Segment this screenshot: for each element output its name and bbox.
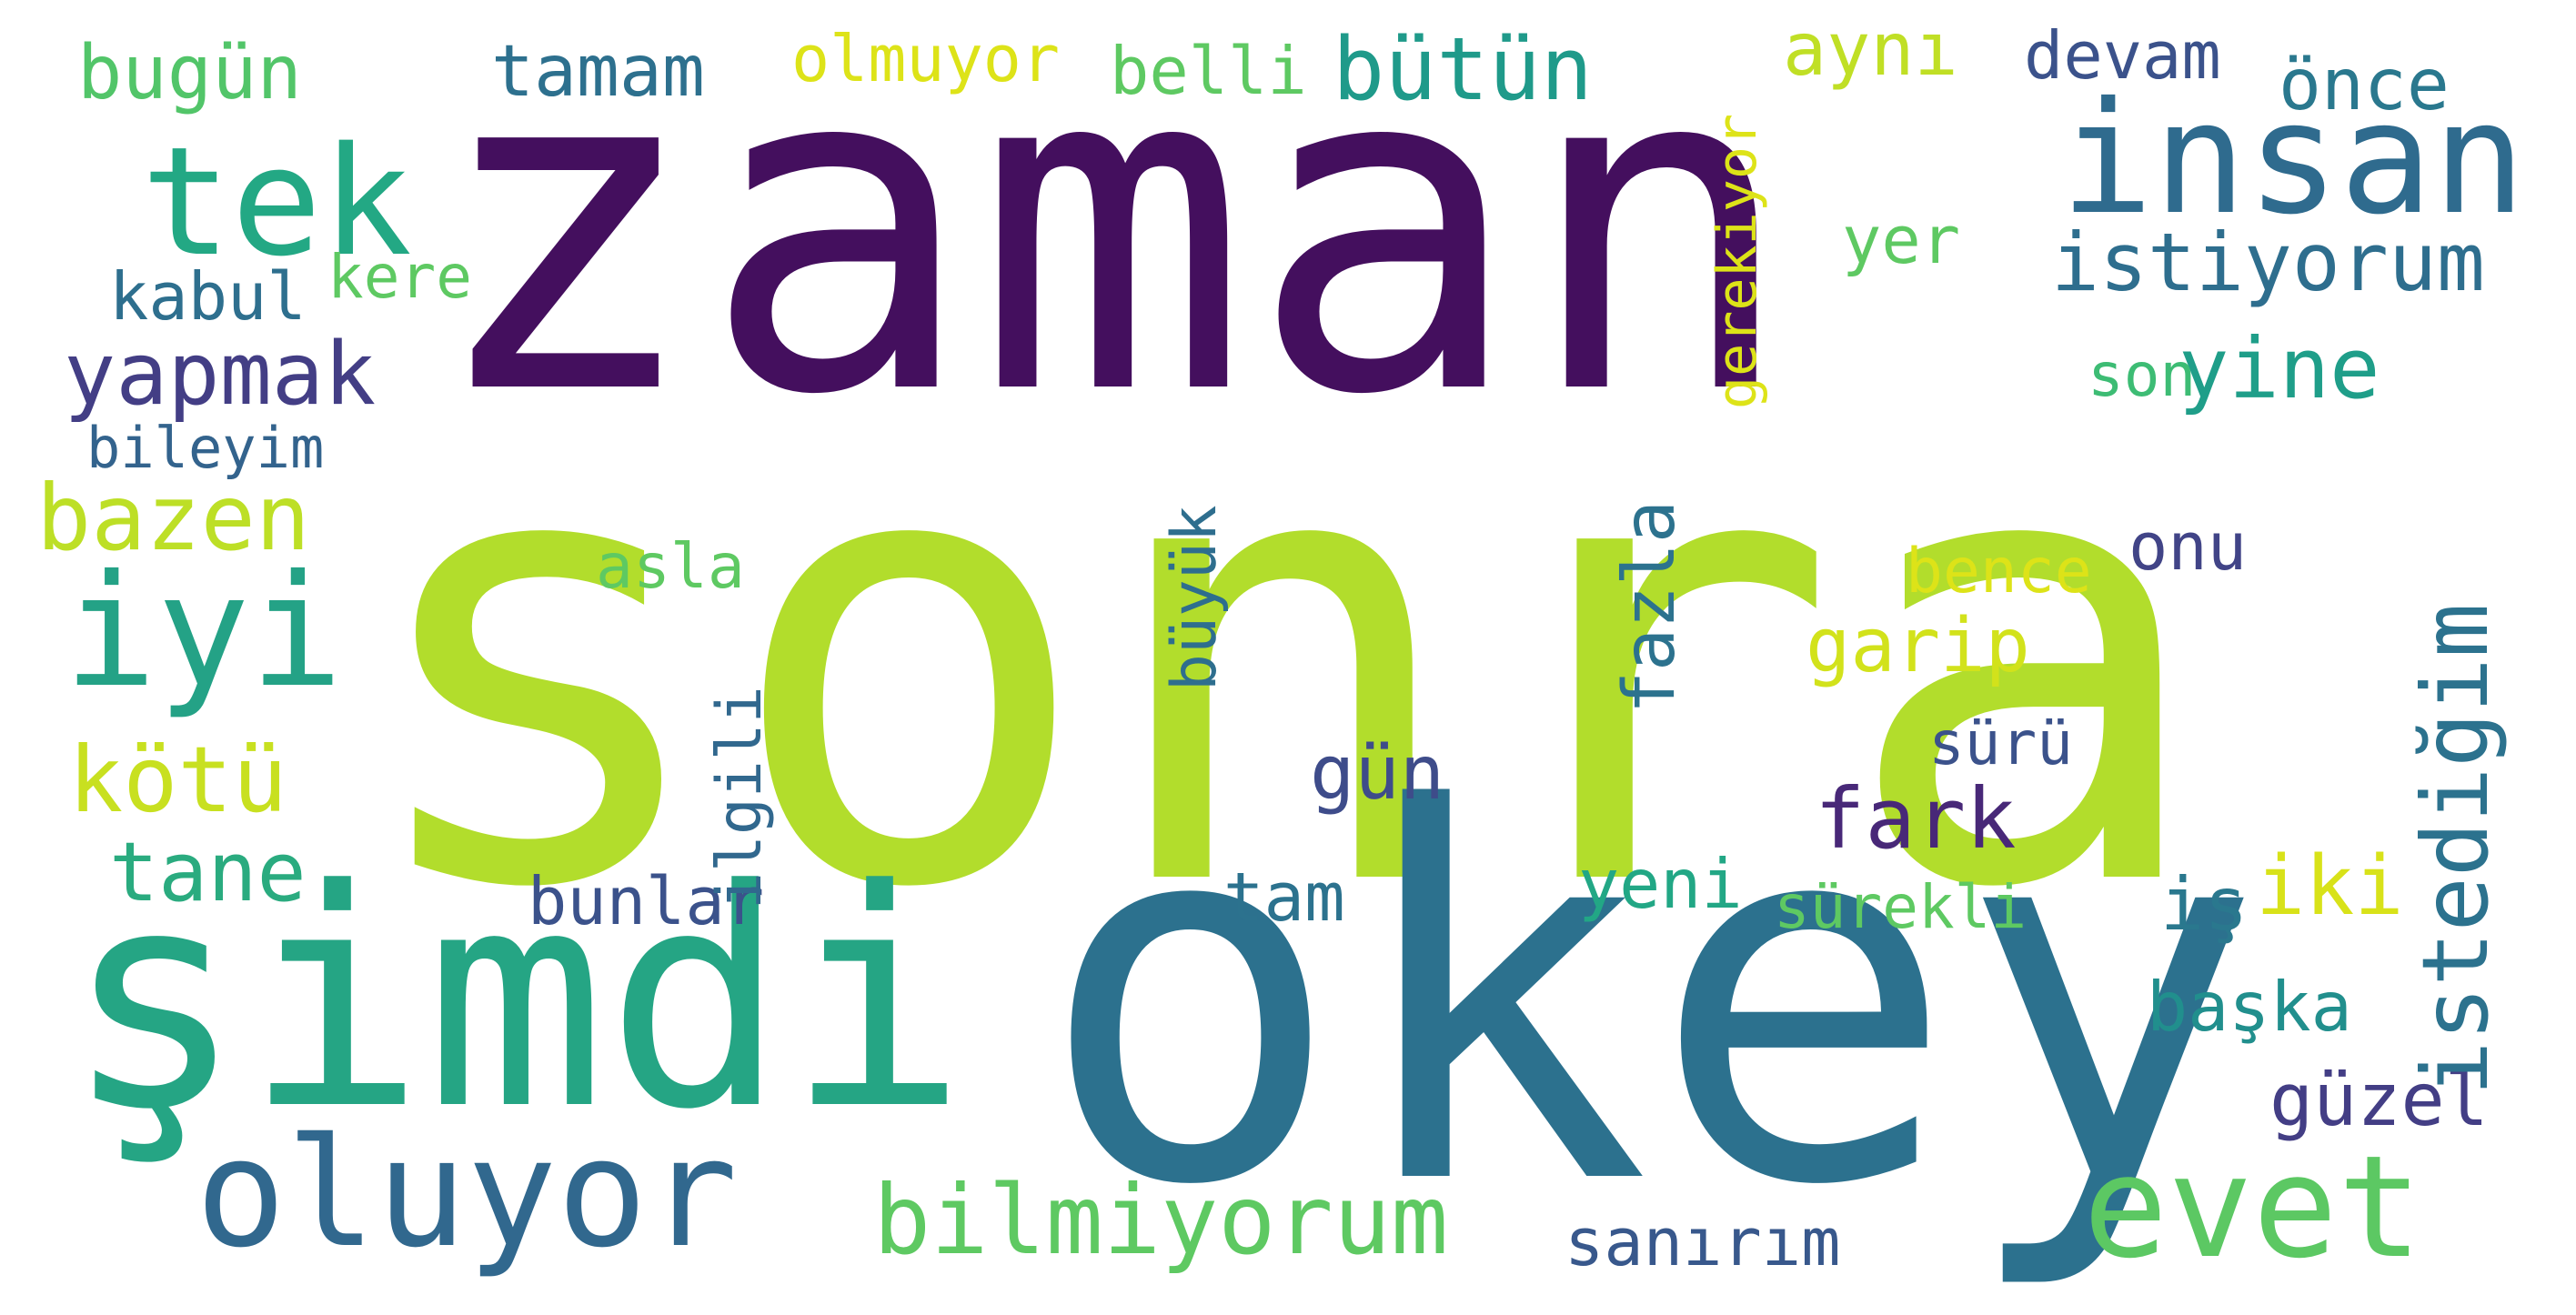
word-oluyor: oluyor (196, 1106, 739, 1280)
word-olmuyor: olmuyor (791, 22, 1061, 96)
word-bileyim: bileyim (86, 415, 325, 481)
word-garip: garip (1806, 603, 2030, 689)
word-bilmiyorum: bilmiyorum (873, 1165, 1449, 1276)
word-evet: evet (2083, 1125, 2423, 1290)
word-guzel: güzel (2269, 1058, 2489, 1142)
word-kabul: kabul (109, 258, 307, 335)
word-once: önce (2279, 45, 2450, 126)
word-tane: tane (109, 825, 307, 920)
word-bugun: bugün (77, 30, 302, 116)
word-istiyorum: istiyorum (2051, 216, 2485, 309)
word-fark: fark (1815, 770, 2017, 868)
word-istedigim: istediğim (2402, 603, 2509, 1096)
word-is: iş (2160, 862, 2249, 947)
word-yeni: yeni (1578, 844, 1743, 924)
word-surekli: sürekli (1774, 872, 2028, 942)
word-bazen: bazen (36, 465, 311, 571)
word-sonra: sonra (350, 304, 2212, 1023)
word-asla: asla (596, 531, 745, 603)
word-bence: bence (1906, 536, 2092, 607)
word-belli: belli (1110, 33, 1307, 109)
word-yer: yer (1842, 202, 1961, 278)
word-iki: iki (2256, 838, 2404, 934)
word-son: son (2088, 340, 2197, 410)
word-tek: tek (141, 115, 413, 289)
word-baska: başka (2147, 967, 2352, 1047)
word-kere: kere (327, 242, 472, 312)
word-bunlar: bunlar (528, 863, 765, 939)
word-iyi: iyi (64, 542, 344, 722)
word-suru: sürü (1928, 708, 2073, 778)
word-simdi: şimdi (64, 826, 968, 1175)
word-devam: devam (2024, 17, 2221, 94)
word-butun: bütün (1333, 20, 1593, 120)
word-zaman: zaman (428, 0, 1797, 494)
word-okey: okey (1037, 704, 2264, 1297)
word-tam: tam (1223, 858, 1345, 937)
word-kotu: kötü (68, 727, 287, 833)
word-sanirim: sanırım (1565, 1204, 1841, 1280)
word-gun: gün (1310, 730, 1445, 817)
word-gerekiyor: gerekiyor (1706, 113, 1769, 409)
word-insan: insan (2060, 69, 2526, 249)
word-yine: yine (2179, 320, 2380, 417)
word-ilgili: ilgili (704, 686, 776, 909)
word-tamam: tamam (491, 31, 705, 113)
word-onu: onu (2128, 508, 2248, 585)
word-ayni: aynı (1783, 7, 1958, 92)
word-buyuk: büyük (1159, 505, 1231, 691)
word-fazla: fazla (1609, 500, 1691, 714)
word-yapmak: yapmak (64, 325, 377, 425)
